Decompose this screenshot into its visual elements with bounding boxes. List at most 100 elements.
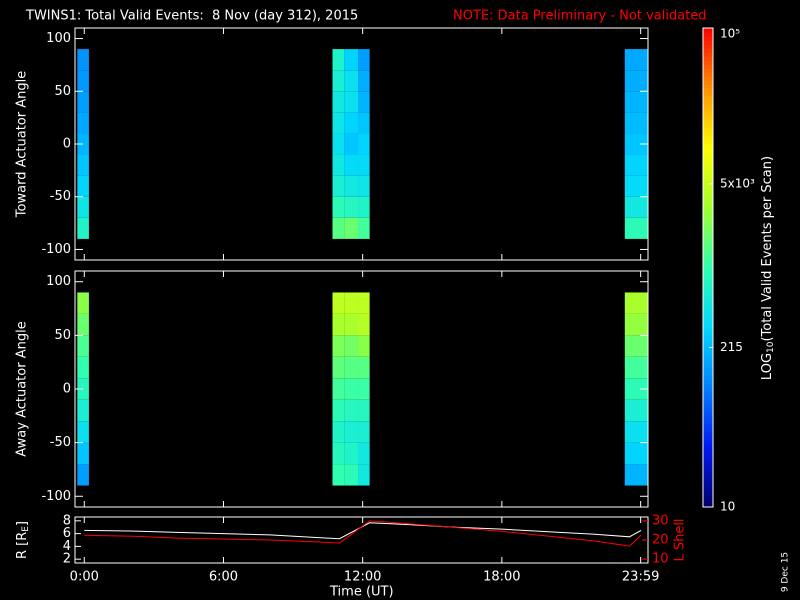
spectrogram-cell [624, 313, 648, 336]
colorbar-cell [703, 131, 713, 137]
colorbar-cell [703, 219, 713, 225]
spectrogram-cell [358, 378, 370, 400]
colorbar-cell [703, 379, 713, 384]
colorbar-cell [703, 455, 713, 460]
colorbar-cell [703, 395, 713, 400]
spectrogram-cell [344, 464, 359, 486]
spectrogram-cell [77, 399, 89, 422]
colorbar-cell [703, 439, 713, 444]
colorbar-cell [703, 407, 713, 412]
y2-tick-label: 30 [652, 513, 669, 528]
colorbar-cell [703, 351, 713, 356]
colorbar-cell [703, 307, 713, 312]
colorbar-cell [703, 187, 713, 193]
spectrogram-cell [344, 421, 359, 443]
x-tick-label: 6:00 [209, 570, 238, 585]
spectrogram-cell [332, 378, 345, 400]
spectrogram-cell [344, 378, 359, 400]
spectrogram-cell [344, 70, 359, 92]
spectrogram-cell [77, 464, 89, 486]
y-tick-label: 100 [46, 31, 71, 46]
spectrogram-cell [358, 175, 370, 197]
colorbar-cell [703, 483, 713, 488]
colorbar-cell [703, 287, 713, 292]
colorbar-cell [703, 71, 713, 77]
spectrogram-cell [344, 292, 359, 314]
spectrogram-cell [332, 154, 345, 176]
y-tick-label: -100 [41, 242, 71, 257]
label-part: LOG [760, 353, 775, 380]
spectrogram-cell [332, 70, 345, 92]
y-axis-label: R [RE] [15, 521, 31, 559]
colorbar-cell [703, 487, 713, 492]
spectrogram-cell [332, 292, 345, 314]
colorbar-frame [702, 27, 714, 508]
orbit-line [84, 522, 642, 540]
spectrogram-cell [344, 442, 359, 465]
colorbar-cell [703, 227, 713, 233]
spectrogram-cell [77, 91, 89, 113]
colorbar-cell [703, 87, 713, 93]
label-part: R [R [15, 532, 30, 559]
spectrogram-cell [358, 442, 370, 465]
x-tick-label: 18:00 [483, 570, 520, 585]
spectrogram-cell [358, 133, 370, 155]
colorbar-cell [703, 347, 713, 352]
y-tick-label: 8 [63, 513, 71, 528]
colorbar-cell [703, 255, 713, 261]
label-sub: 10 [766, 341, 776, 353]
spectrogram-cell [344, 335, 359, 357]
y-tick-label: 6 [63, 526, 71, 541]
colorbar-cell [703, 495, 713, 500]
colorbar-cell [703, 135, 713, 141]
colorbar-cell [703, 367, 713, 372]
x-tick-label: 12:00 [344, 570, 381, 585]
spectrogram-cell [332, 313, 345, 336]
colorbar-cell [703, 415, 713, 420]
colorbar-cell [703, 327, 713, 332]
colorbar-cell [703, 387, 713, 392]
colorbar-cell [703, 28, 713, 33]
date-stamp: 9 Dec 15 [781, 552, 791, 592]
colorbar-cell [703, 75, 713, 81]
colorbar-cell [703, 491, 713, 496]
colorbar-cell [703, 403, 713, 408]
y-tick-label: 50 [54, 84, 71, 99]
spectrogram-cell [77, 335, 89, 357]
spectrogram-cell [332, 356, 345, 379]
spectrogram-cell [77, 70, 89, 92]
colorbar-cell [703, 391, 713, 396]
x-axis-label: Time (UT) [329, 585, 394, 600]
spectrogram-cell [358, 196, 370, 218]
colorbar-cell [703, 43, 713, 49]
colorbar-cell [703, 363, 713, 368]
spectrogram-cell [332, 217, 345, 239]
spectrogram-cell [624, 49, 648, 71]
colorbar-cell [703, 459, 713, 464]
colorbar-tick-label: 10 [720, 500, 735, 514]
spectrogram-cell [624, 70, 648, 92]
colorbar-cell [703, 291, 713, 296]
colorbar-cell [703, 63, 713, 69]
colorbar-cell [703, 139, 713, 145]
spectrogram-cell [624, 399, 648, 422]
colorbar-cell [703, 479, 713, 484]
y-tick-label: 2 [63, 552, 71, 567]
y-axis-label: Toward Actuator Angle [15, 71, 30, 218]
colorbar-cell [703, 51, 713, 57]
spectrogram-cell [624, 217, 648, 239]
colorbar-cell [703, 279, 713, 284]
colorbar-cell [703, 183, 713, 189]
colorbar-cell [703, 103, 713, 109]
colorbar-cell [703, 79, 713, 85]
colorbar-tick-label: 10⁵ [720, 27, 740, 41]
colorbar-cell [703, 203, 713, 209]
spectrogram-cell [358, 154, 370, 176]
colorbar-cell [703, 343, 713, 348]
colorbar-cell [703, 319, 713, 324]
y-tick-label: -50 [50, 189, 71, 204]
spectrogram-cell [624, 154, 648, 176]
